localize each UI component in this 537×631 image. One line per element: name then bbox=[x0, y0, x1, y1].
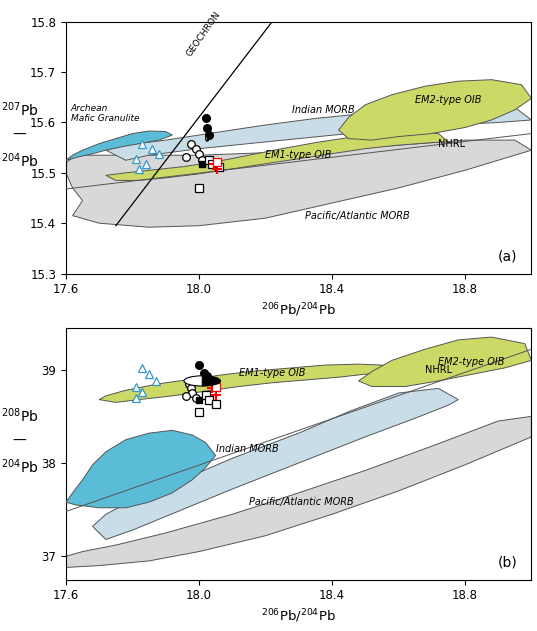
Text: Archean
Mafic Granulite: Archean Mafic Granulite bbox=[71, 103, 140, 123]
Polygon shape bbox=[359, 337, 532, 387]
Polygon shape bbox=[106, 131, 448, 180]
Wedge shape bbox=[184, 376, 202, 386]
Wedge shape bbox=[202, 376, 221, 386]
Text: EM1-type OIB: EM1-type OIB bbox=[265, 150, 332, 160]
Text: GEOCHRON: GEOCHRON bbox=[185, 10, 222, 58]
Text: EM2-type OIB: EM2-type OIB bbox=[415, 95, 482, 105]
Polygon shape bbox=[66, 430, 215, 508]
Wedge shape bbox=[206, 136, 207, 141]
Text: NHRL: NHRL bbox=[425, 365, 452, 375]
Polygon shape bbox=[66, 416, 532, 567]
Text: Pacific/Atlantic MORB: Pacific/Atlantic MORB bbox=[306, 211, 410, 221]
Text: $^{204}$Pb: $^{204}$Pb bbox=[1, 457, 38, 476]
Text: NHRL: NHRL bbox=[438, 139, 466, 149]
Text: EM1-type OIB: EM1-type OIB bbox=[239, 369, 306, 378]
X-axis label: $^{206}$Pb/$^{204}$Pb: $^{206}$Pb/$^{204}$Pb bbox=[261, 302, 336, 319]
Text: Indian MORB: Indian MORB bbox=[215, 444, 278, 454]
Polygon shape bbox=[106, 107, 532, 160]
Text: $^{207}$Pb: $^{207}$Pb bbox=[1, 100, 38, 119]
Text: $^{208}$Pb: $^{208}$Pb bbox=[1, 406, 38, 425]
Polygon shape bbox=[339, 80, 532, 140]
Polygon shape bbox=[66, 140, 532, 227]
Text: (a): (a) bbox=[498, 249, 518, 264]
Text: —: — bbox=[12, 434, 26, 448]
Wedge shape bbox=[207, 136, 209, 141]
Polygon shape bbox=[92, 389, 458, 540]
Text: EM2-type OIB: EM2-type OIB bbox=[438, 357, 505, 367]
Polygon shape bbox=[99, 364, 392, 403]
Text: $^{204}$Pb: $^{204}$Pb bbox=[1, 151, 38, 170]
Text: Indian MORB: Indian MORB bbox=[292, 105, 355, 115]
Text: (b): (b) bbox=[498, 555, 518, 570]
Polygon shape bbox=[66, 131, 172, 160]
Text: —: — bbox=[12, 128, 26, 142]
X-axis label: $^{206}$Pb/$^{204}$Pb: $^{206}$Pb/$^{204}$Pb bbox=[261, 608, 336, 625]
Text: Pacific/Atlantic MORB: Pacific/Atlantic MORB bbox=[249, 497, 353, 507]
